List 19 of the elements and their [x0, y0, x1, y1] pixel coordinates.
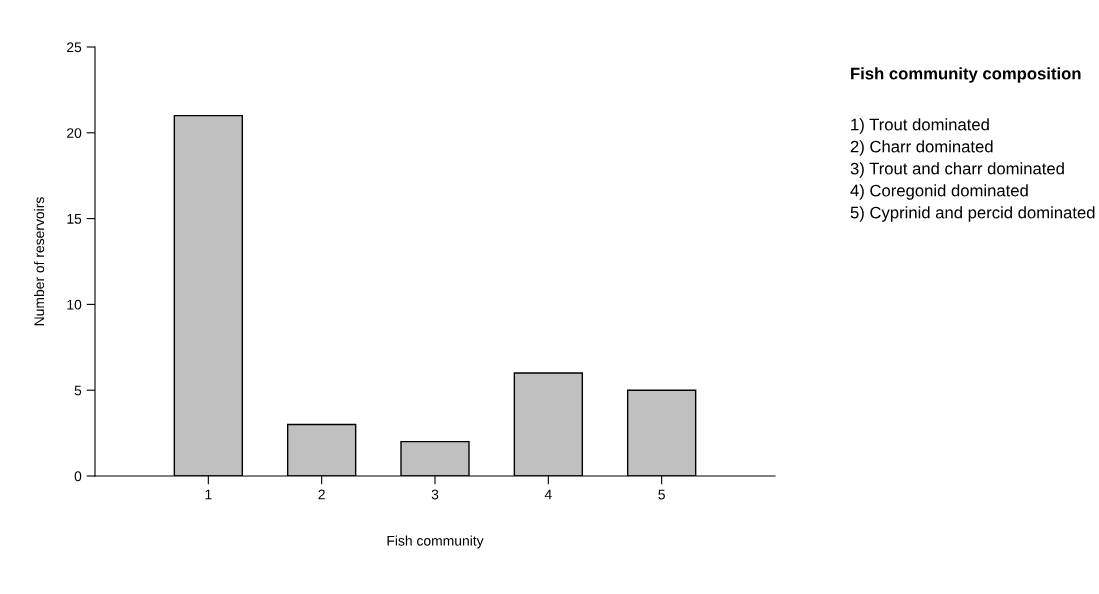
- text: Fish community composition: [851, 67, 1081, 83]
- text: 3) Trout and charr dominated: [850, 162, 1064, 178]
- text: 4) Coregonid dominated: [850, 184, 1028, 200]
- x-tick-label: 3: [431, 489, 439, 500]
- x-tick-label: 5: [658, 489, 665, 500]
- x-tick-label: 2: [318, 489, 325, 500]
- y-tick-label: 15: [67, 214, 82, 224]
- y-tick-label: 25: [67, 42, 82, 53]
- y-tick-label: 20: [67, 128, 82, 138]
- y-axis-title: Number of reservoirs: [33, 197, 45, 326]
- x-axis-title: Fish community: [387, 535, 484, 549]
- y-tick-label: 10: [67, 299, 82, 310]
- text: 5) Cyprinid and percid dominated: [850, 206, 1095, 222]
- text: 2) Charr dominated: [850, 140, 993, 156]
- x-tick-label: 4: [544, 489, 552, 500]
- y-tick-label: 0: [74, 471, 82, 482]
- text: 1) Trout dominated: [851, 118, 989, 134]
- y-tick-label: 5: [74, 385, 82, 396]
- x-tick-label: 1: [205, 489, 212, 500]
